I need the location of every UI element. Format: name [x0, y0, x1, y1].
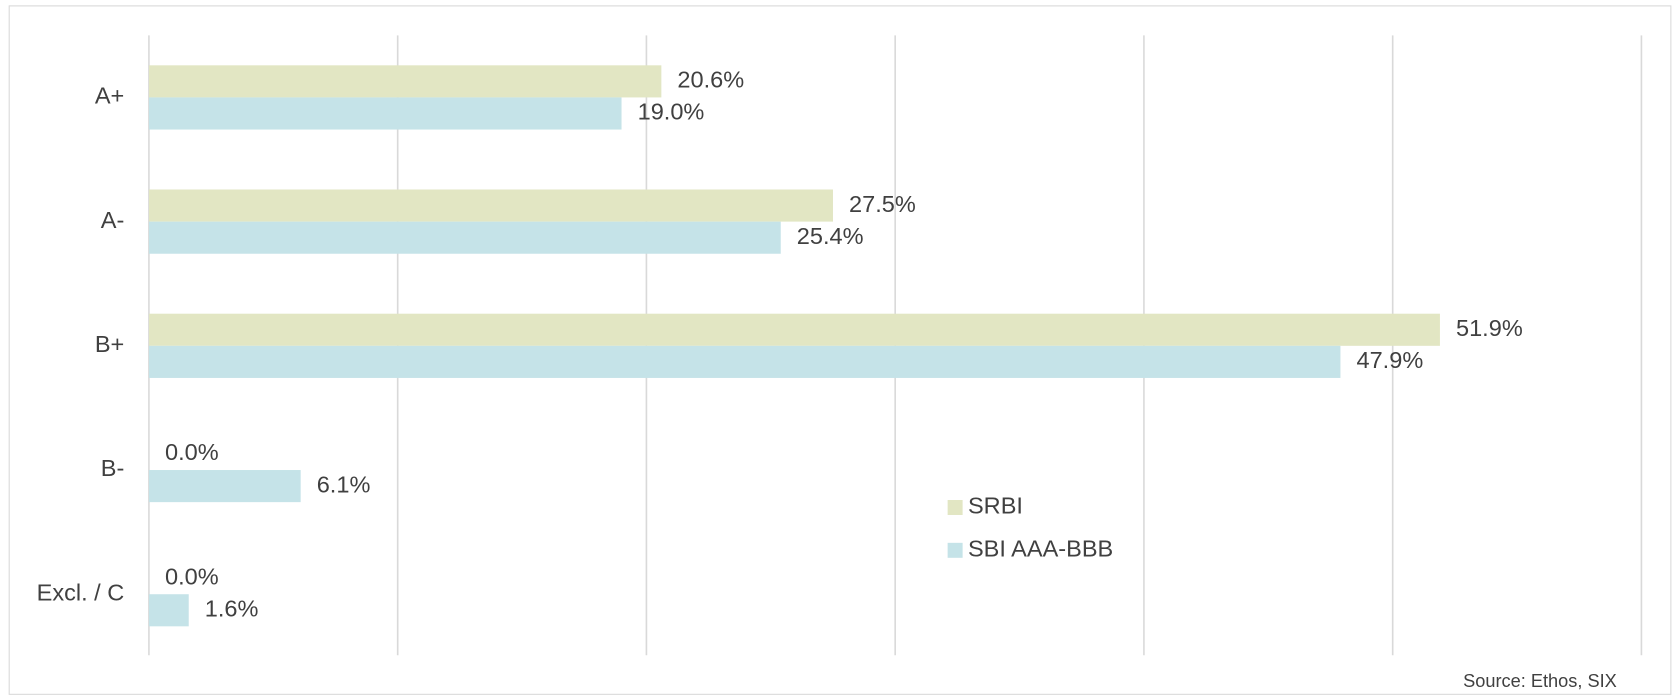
bar	[148, 221, 781, 254]
data-label: 47.9%	[1356, 347, 1423, 373]
y-tick-label: B-	[101, 455, 125, 481]
y-tick-label: A-	[101, 207, 125, 233]
legend-swatch	[947, 499, 963, 515]
legend-label: SBI AAA-BBB	[968, 536, 1113, 562]
data-label: 6.1%	[317, 471, 371, 497]
y-tick-label: Excl. / C	[37, 579, 125, 605]
bar	[148, 65, 662, 98]
data-label: 1.6%	[205, 595, 259, 621]
bar	[148, 97, 622, 130]
bar	[148, 345, 1341, 378]
y-tick-label: B+	[95, 331, 124, 357]
bar	[148, 189, 833, 222]
bar	[148, 594, 189, 627]
legend-label: SRBI	[968, 493, 1023, 519]
data-label: 0.0%	[165, 439, 219, 465]
legend-swatch	[947, 542, 963, 558]
data-label: 0.0%	[165, 563, 219, 589]
source-note: Source: Ethos, SIX	[1463, 671, 1617, 691]
data-label: 19.0%	[638, 99, 705, 125]
bar	[148, 470, 301, 503]
data-label: 25.4%	[797, 223, 864, 249]
data-label: 27.5%	[849, 191, 916, 217]
y-tick-label: A+	[95, 83, 124, 109]
data-label: 20.6%	[677, 67, 744, 93]
bar	[148, 313, 1440, 346]
data-label: 51.9%	[1456, 315, 1523, 341]
